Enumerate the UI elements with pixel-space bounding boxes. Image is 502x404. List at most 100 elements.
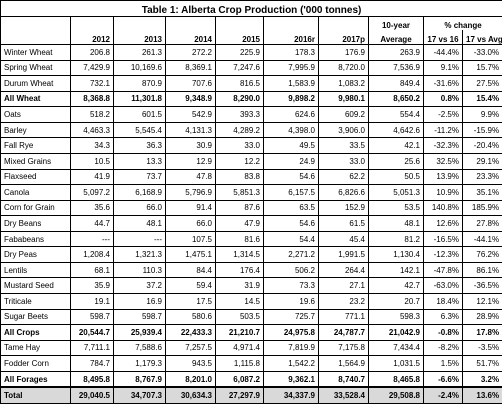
value-cell: 35.1%: [461, 184, 502, 201]
table-head: Table 1: Alberta Crop Production ('000 t…: [0, 0, 502, 45]
value-cell: 264.4: [318, 261, 369, 279]
value-cell: 140.8%: [423, 199, 463, 217]
value-cell: 4,131.3: [165, 121, 216, 139]
row-label: Dry Beans: [0, 215, 71, 232]
value-cell: 17.5: [165, 293, 216, 310]
crop-row: Sugar Beets 598.7 598.7 580.6 503.5 725.7 771.…: [0, 308, 502, 326]
value-cell: 8,767.9: [113, 370, 166, 388]
value-cell: 1,179.3: [113, 355, 166, 372]
value-cell: 152.9: [318, 199, 369, 217]
value-cell: 5,796.9: [165, 184, 216, 201]
value-cell: 598.7: [113, 308, 166, 326]
value-cell: 8,740.7: [318, 370, 369, 388]
value-cell: 4,463.3: [70, 121, 114, 139]
year-header: 2016r: [263, 30, 319, 45]
value-cell: 2,271.2: [263, 246, 319, 263]
value-cell: 518.2: [70, 106, 114, 123]
value-cell: 49.5: [263, 137, 319, 154]
average-header: Average: [368, 30, 424, 45]
value-cell: 8,495.8: [70, 370, 114, 388]
value-cell: 9,980.1: [318, 90, 369, 108]
value-cell: 13.3: [113, 152, 166, 170]
value-cell: 13.6%: [461, 386, 502, 404]
value-cell: 176.4: [215, 261, 264, 279]
value-cell: 25.6: [368, 152, 424, 170]
value-cell: 6,087.2: [215, 370, 264, 388]
value-cell: 4,642.6: [368, 121, 424, 139]
value-cell: 19.1: [70, 293, 114, 310]
value-cell: 25,939.4: [113, 324, 166, 341]
value-cell: 784.7: [70, 355, 114, 372]
value-cell: 185.9%: [461, 199, 502, 217]
value-cell: 8,650.2: [368, 90, 424, 108]
value-cell: -0.8%: [423, 324, 463, 341]
value-cell: 35.6: [70, 199, 114, 217]
value-cell: 1,130.4: [368, 246, 424, 263]
value-cell: 1,991.5: [318, 246, 369, 263]
value-cell: 18.4%: [423, 293, 463, 310]
subtotal-row: All Forages 8,495.8 8,767.9 8,201.0 6,087.2 9…: [0, 370, 502, 388]
value-cell: 13.9%: [423, 168, 463, 186]
value-cell: 1,083.2: [318, 75, 369, 92]
value-cell: 1,321.3: [113, 246, 166, 263]
row-label: Sugar Beets: [0, 308, 71, 326]
value-cell: 1.5%: [423, 355, 463, 372]
year-header: 2013: [113, 30, 166, 45]
value-cell: 53.5: [368, 199, 424, 217]
header-row: 2012 2013 2014 2015 2016r 2017p Average 17 vs 1…: [0, 30, 502, 45]
value-cell: 142.1: [368, 261, 424, 279]
value-cell: 48.1: [368, 215, 424, 232]
value-cell: 50.5: [368, 168, 424, 186]
crop-row: Mixed Grains 10.5 13.3 12.9 12.2 24.9 33.0 25.6…: [0, 152, 502, 170]
value-cell: 4,289.2: [215, 121, 264, 139]
row-label: Oats: [0, 106, 71, 123]
value-cell: -33.0%: [461, 44, 502, 61]
value-cell: 1,542.2: [263, 355, 319, 372]
value-cell: 580.6: [165, 308, 216, 326]
value-cell: 20.7: [368, 293, 424, 310]
value-cell: 6.3%: [423, 308, 463, 326]
value-cell: 86.1%: [461, 261, 502, 279]
value-cell: 3.2%: [461, 370, 502, 388]
value-cell: 176.9: [318, 44, 369, 61]
crop-row: Mustard Seed 35.9 37.2 59.4 31.9 73.3 27.1 42.7…: [0, 277, 502, 294]
value-cell: 24.9: [263, 152, 319, 170]
value-cell: 42.7: [368, 277, 424, 294]
value-cell: 542.9: [165, 106, 216, 123]
value-cell: 30,634.3: [165, 386, 216, 404]
value-cell: 84.4: [165, 261, 216, 279]
header-cell: [113, 16, 166, 30]
crop-row: Winter Wheat 206.8 261.3 272.2 225.9 178.3 176…: [0, 44, 502, 61]
value-cell: 10.5: [70, 152, 114, 170]
average-header-top: 10-year: [368, 16, 424, 30]
value-cell: 206.8: [70, 44, 114, 61]
crop-row: Flaxseed 41.9 73.7 47.8 83.8 54.6 62.2 50.5 13.9…: [0, 168, 502, 186]
row-label: Mustard Seed: [0, 277, 71, 294]
value-cell: 7,175.8: [318, 339, 369, 357]
value-cell: 76.2%: [461, 246, 502, 263]
row-label: Mixed Grains: [0, 152, 71, 170]
value-cell: 24,787.7: [318, 324, 369, 341]
header-cell: [0, 30, 71, 45]
value-cell: 81.2: [368, 230, 424, 248]
value-cell: 732.1: [70, 75, 114, 92]
value-cell: -12.3%: [423, 246, 463, 263]
value-cell: 6,157.5: [263, 184, 319, 201]
value-cell: ---: [113, 230, 166, 248]
value-cell: 8,369.1: [165, 59, 216, 77]
value-cell: 1,031.5: [368, 355, 424, 372]
value-cell: 816.5: [215, 75, 264, 92]
value-cell: 1,475.1: [165, 246, 216, 263]
value-cell: -2.5%: [423, 106, 463, 123]
total-row: Total 29,040.5 34,707.3 30,634.3 27,297.9 34,…: [0, 386, 502, 404]
value-cell: 707.6: [165, 75, 216, 92]
value-cell: 15.7%: [461, 59, 502, 77]
year-header: 2015: [215, 30, 264, 45]
value-cell: 48.1: [113, 215, 166, 232]
crop-row: Dry Peas 1,208.4 1,321.3 1,475.1 1,314.5 2,27…: [0, 246, 502, 263]
value-cell: -31.6%: [423, 75, 463, 92]
value-cell: 16.9: [113, 293, 166, 310]
value-cell: 54.6: [263, 215, 319, 232]
value-cell: 506.2: [263, 261, 319, 279]
row-label: Dry Peas: [0, 246, 71, 263]
